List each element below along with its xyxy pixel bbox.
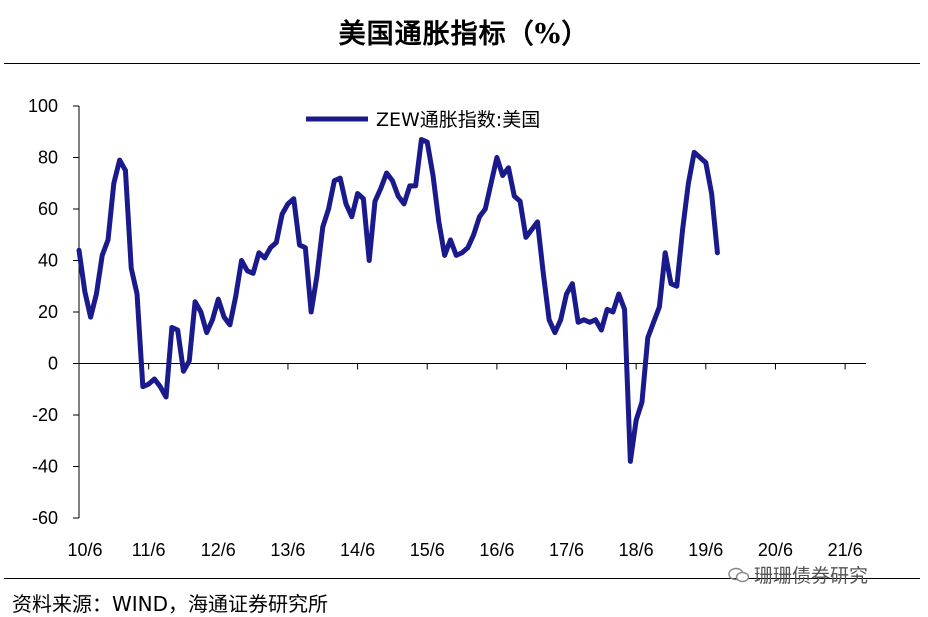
legend-label: ZEW通胀指数:美国 [376,109,540,131]
series-line-zew-us [76,136,720,464]
y-tick-labels: 100 80 60 40 20 0 -20 -40 -60 [28,96,58,528]
x-tick-labels: 10/6 11/6 12/6 13/6 14/6 15/6 16/6 17/6 18/6 19/6… [67,540,862,560]
chart-axes [73,105,866,519]
y-tick-label: 0 [48,354,58,374]
source-note: 资料来源：WIND，海通证券研究所 [12,592,329,616]
x-tick-label: 12/6 [201,540,236,560]
watermark: 珊珊债券研究 [728,561,868,588]
chart-title: 美国通胀指标（%） [338,19,590,50]
bottom-rule [4,578,920,579]
y-tick-label: 20 [38,302,58,322]
x-tick-label: 17/6 [549,540,584,560]
y-tick-label: 80 [38,148,58,168]
x-tick-label: 15/6 [410,540,445,560]
watermark-text: 珊珊债券研究 [754,565,869,587]
x-tick-label: 18/6 [619,540,654,560]
y-tick-label: -60 [32,508,58,528]
wechat-icon [728,567,750,582]
x-tick-label: 14/6 [340,540,375,560]
x-tick-label: 19/6 [688,540,723,560]
y-tick-label: -40 [32,457,58,477]
x-tick-label: 20/6 [758,540,793,560]
y-tick-label: 100 [28,96,58,116]
x-tick-label: 10/6 [67,540,102,560]
x-tick-label: 13/6 [270,540,305,560]
x-tick-label: 21/6 [828,540,863,560]
y-tick-label: 60 [38,199,58,219]
top-rule [4,63,920,64]
legend: ZEW通胀指数:美国 [306,109,540,131]
y-tick-label: -20 [32,405,58,425]
x-tick-label: 16/6 [479,540,514,560]
x-tick-label: 11/6 [132,540,166,560]
y-tick-label: 40 [38,251,58,271]
